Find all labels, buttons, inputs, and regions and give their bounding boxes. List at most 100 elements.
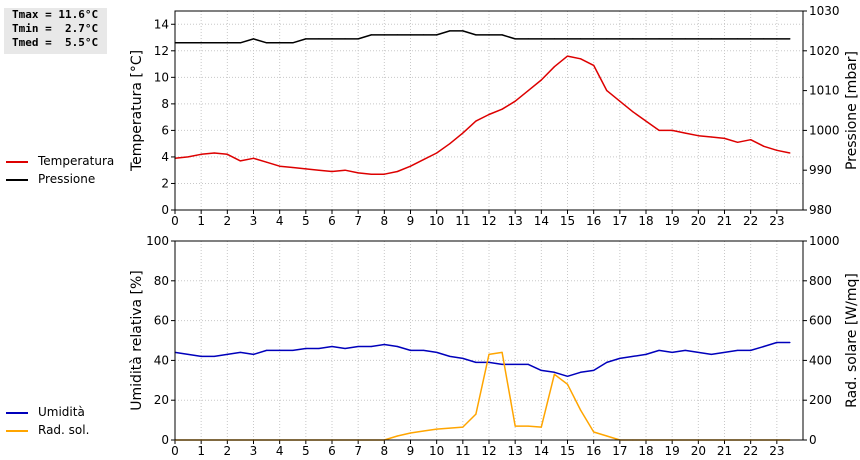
legend-swatch-temperatura — [6, 161, 28, 163]
data-point — [449, 30, 451, 32]
data-point — [436, 34, 438, 36]
legend-swatch-umidita — [6, 412, 28, 414]
data-point — [200, 42, 202, 44]
x-tick-label: 15 — [560, 214, 575, 228]
x-tick-label: 6 — [328, 214, 336, 228]
legend-label-umidita: Umidità — [38, 405, 85, 419]
data-point — [606, 90, 608, 92]
data-point — [619, 100, 621, 102]
data-point — [606, 38, 608, 40]
data-point — [187, 353, 189, 356]
data-point — [750, 38, 752, 40]
data-point — [736, 349, 739, 352]
data-point — [226, 42, 228, 44]
x-tick-label: 11 — [455, 214, 470, 228]
y2-tick-label: 1000 — [809, 123, 840, 137]
y2-tick-label: 990 — [809, 163, 832, 177]
data-point — [527, 363, 529, 365]
data-point — [396, 34, 399, 36]
data-point — [553, 66, 556, 68]
x-tick-label: 5 — [302, 214, 310, 228]
data-point — [566, 383, 569, 385]
y2-axis-title-top: Pressione [mbar] — [844, 51, 860, 170]
data-point — [501, 351, 503, 354]
data-point — [593, 431, 595, 433]
y2-tick-label: 400 — [809, 353, 832, 367]
y-tick-label: 20 — [154, 393, 169, 407]
data-point — [344, 38, 346, 40]
data-point — [252, 157, 255, 159]
x-tick-label: 6 — [328, 444, 336, 458]
data-point — [422, 349, 425, 352]
data-point — [488, 34, 490, 36]
data-point — [422, 430, 425, 432]
legend-swatch-radsol — [6, 430, 28, 432]
x-tick-label: 7 — [354, 444, 362, 458]
x-tick-label: 2 — [224, 214, 232, 228]
y-tick-label: 14 — [154, 17, 169, 31]
data-point — [305, 168, 307, 170]
x-tick-label: 14 — [534, 444, 549, 458]
data-point — [579, 38, 582, 40]
stats-box: Tmax = 11.6°C Tmin = 2.7°C Tmed = 5.5°C — [4, 8, 107, 54]
data-point — [279, 349, 281, 352]
data-point — [671, 38, 673, 40]
data-point — [723, 351, 726, 354]
y-tick-label: 0 — [161, 203, 169, 217]
data-point — [540, 369, 542, 371]
x-tick-label: 9 — [407, 214, 415, 228]
data-point — [318, 38, 320, 40]
stat-tmax: Tmax = 11.6°C — [12, 8, 99, 21]
y2-tick-label: 1000 — [809, 234, 840, 248]
data-point — [776, 38, 778, 40]
x-tick-label: 8 — [381, 444, 389, 458]
data-point — [292, 166, 294, 169]
y-tick-label: 60 — [154, 314, 169, 328]
x-tick-label: 19 — [665, 444, 680, 458]
x-tick-label: 13 — [508, 214, 523, 228]
data-point — [436, 428, 438, 430]
data-point — [632, 355, 634, 358]
data-point — [226, 153, 228, 155]
y2-tick-label: 800 — [809, 274, 832, 288]
x-tick-label: 1 — [197, 444, 205, 458]
x-tick-label: 13 — [508, 444, 523, 458]
data-point — [566, 375, 569, 377]
x-tick-label: 23 — [769, 444, 784, 458]
y-axis-title-bottom: Umidità relativa [%] — [129, 270, 145, 411]
data-point — [684, 132, 686, 134]
data-point — [279, 42, 281, 44]
data-point — [436, 351, 438, 354]
y-tick-label: 8 — [161, 97, 169, 111]
data-point — [697, 351, 699, 354]
data-point — [409, 165, 412, 167]
data-point — [579, 409, 582, 411]
y-axis-title-top: Temperatura [°C] — [129, 50, 145, 172]
y2-tick-label: 0 — [809, 433, 817, 447]
data-point — [370, 173, 372, 175]
data-point — [187, 156, 189, 158]
series-line-temperatura — [174, 55, 791, 175]
series-line-umidit- — [174, 341, 790, 378]
data-point — [475, 361, 477, 363]
data-point — [409, 349, 412, 352]
legend-item-umidita: Umidità — [6, 405, 126, 421]
x-tick-label: 5 — [302, 444, 310, 458]
data-point — [475, 34, 477, 36]
data-point — [409, 432, 412, 434]
data-point — [239, 351, 242, 354]
chart-humidity-radiation: 0 1 2 3 4 5 6 7 8 9 10 11 12 13 14 15 16 17 18 19 20 21 22 2302… — [129, 234, 860, 458]
data-point — [383, 173, 385, 175]
stat-tmed: Tmed = 5.5°C — [12, 36, 99, 49]
data-point — [553, 38, 556, 40]
data-point — [331, 170, 333, 173]
data-point — [593, 369, 595, 371]
data-point — [383, 34, 385, 36]
x-tick-label: 14 — [534, 214, 549, 228]
y-tick-label: 6 — [161, 123, 169, 137]
data-point — [200, 355, 202, 358]
data-point — [318, 347, 320, 350]
data-point — [514, 425, 516, 427]
data-point — [252, 353, 255, 356]
x-tick-label: 11 — [455, 444, 470, 458]
